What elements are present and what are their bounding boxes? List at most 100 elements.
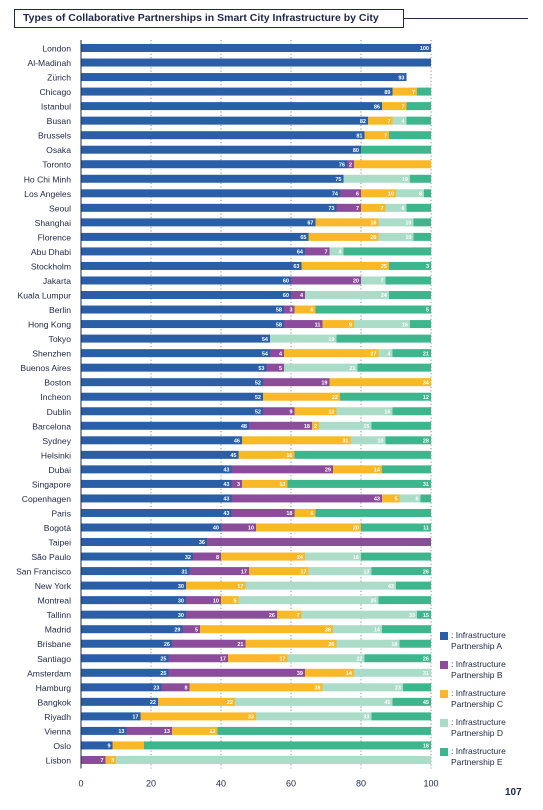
bar-segment <box>343 247 431 256</box>
data-label: 93 <box>398 75 404 81</box>
category-label: Buenos Aires <box>20 363 71 373</box>
category-label: Dublin <box>47 407 72 417</box>
bar-segment <box>406 102 431 111</box>
legend-label: : Infrastructure Partnership C <box>451 688 506 709</box>
data-label: 17 <box>279 656 285 662</box>
bar-segment <box>140 712 256 721</box>
data-label: 5 <box>279 366 282 372</box>
data-label: 19 <box>402 177 408 183</box>
data-label: 3 <box>237 482 240 488</box>
bar-segment <box>81 465 232 474</box>
bar-segment <box>361 523 431 532</box>
bar-segment <box>378 349 393 358</box>
bar-segment <box>81 291 291 300</box>
data-label: 2 <box>349 162 352 168</box>
category-label: Barcelona <box>32 421 71 431</box>
data-label: 14 <box>346 671 353 677</box>
data-label: 64 <box>297 250 304 256</box>
data-label: 46 <box>234 439 240 445</box>
category-label: Osaka <box>46 145 71 155</box>
bar-segment <box>81 392 263 401</box>
bar-segment <box>81 305 284 314</box>
bar-segment <box>81 378 263 387</box>
bar-segment <box>385 203 407 212</box>
data-label: 21 <box>349 366 355 372</box>
bar-segment <box>336 334 431 343</box>
bar-segment <box>186 596 221 605</box>
data-label: 20 <box>353 279 359 285</box>
data-label: 60 <box>283 293 289 299</box>
category-label: Al-Madinah <box>28 58 72 68</box>
bar-segment <box>385 276 431 285</box>
bar-segment <box>81 538 207 547</box>
data-label: 67 <box>307 221 313 227</box>
data-label: 14 <box>374 627 381 633</box>
data-label: 58 <box>276 322 282 328</box>
data-label: 3 <box>111 758 114 764</box>
bar-segment <box>126 726 172 735</box>
data-label: 22 <box>150 700 156 706</box>
bar-segment <box>256 712 372 721</box>
bar-segment <box>81 581 186 590</box>
data-label: 24 <box>297 555 304 561</box>
data-label: 5 <box>195 627 198 633</box>
title-rule <box>404 18 528 19</box>
bar-segment <box>420 494 431 503</box>
bar-segment <box>329 378 431 387</box>
category-label: Incheon <box>40 392 71 402</box>
bar-segment <box>81 407 263 416</box>
bar-segment <box>193 552 221 561</box>
data-label: 6 <box>310 511 313 517</box>
bar-segment <box>172 726 218 735</box>
data-label: 7 <box>100 758 103 764</box>
data-label: 52 <box>255 395 261 401</box>
bar-segment <box>382 625 431 634</box>
data-label: 43 <box>223 482 229 488</box>
bar-segment <box>81 610 186 619</box>
bar-segment <box>301 261 389 270</box>
bar-segment <box>270 334 337 343</box>
data-label: 17 <box>220 656 226 662</box>
bar-segment <box>308 232 379 241</box>
bar-segment <box>81 741 113 750</box>
bar-segment <box>186 610 277 619</box>
bar-segment <box>81 508 232 517</box>
category-label: San Francisco <box>16 567 71 577</box>
bar-segment <box>333 625 382 634</box>
bar-segment <box>406 203 431 212</box>
category-label: Seoul <box>49 203 71 213</box>
bar-segment <box>322 683 403 692</box>
data-label: 20 <box>370 235 376 241</box>
bar-segment <box>333 465 382 474</box>
data-label: 25 <box>160 671 166 677</box>
bar-segment <box>340 392 431 401</box>
bar-segment <box>284 363 358 372</box>
bar-segment <box>284 320 323 329</box>
bar-segment <box>168 654 228 663</box>
legend-swatch <box>440 661 448 669</box>
bar-segment <box>396 581 431 590</box>
data-label: 7 <box>380 206 383 212</box>
category-label: Bogotá <box>44 523 71 533</box>
bar-segment <box>329 247 344 256</box>
bar-segment <box>294 508 316 517</box>
bar-segment <box>270 349 284 358</box>
data-label: 23 <box>395 686 401 692</box>
category-label: Amsterdam <box>27 668 71 678</box>
bar-segment <box>392 697 431 706</box>
data-label: 35 <box>370 598 376 604</box>
category-label: Copenhagen <box>22 494 71 504</box>
bar-segment <box>81 131 365 140</box>
category-label: Shanghai <box>35 218 71 228</box>
category-label: Jakarta <box>43 276 71 286</box>
bar-segment <box>263 392 340 401</box>
bar-segment <box>81 261 302 270</box>
bar-segment <box>172 639 246 648</box>
data-label: 9 <box>289 409 292 415</box>
bar-segment <box>403 683 431 692</box>
bar-segment <box>81 479 232 488</box>
category-label: São Paulo <box>31 552 71 562</box>
category-label: Los Angeles <box>24 189 71 199</box>
data-label: 4 <box>338 250 342 256</box>
data-label: 23 <box>153 686 159 692</box>
